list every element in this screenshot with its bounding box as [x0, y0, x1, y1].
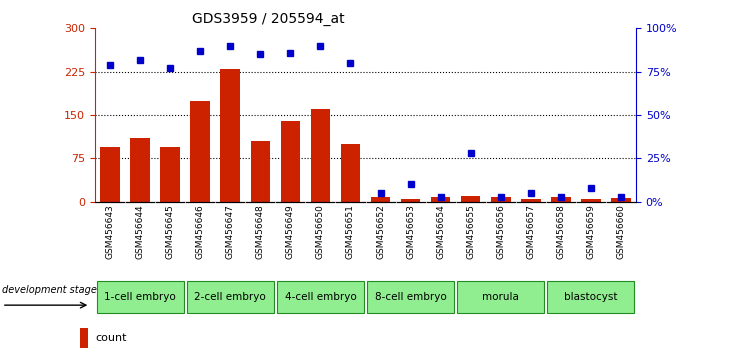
Text: GSM456648: GSM456648: [256, 204, 265, 259]
Text: development stage: development stage: [2, 285, 96, 295]
Text: GSM456659: GSM456659: [586, 204, 595, 259]
Bar: [611, 198, 631, 202]
Text: GSM456656: GSM456656: [496, 204, 505, 259]
Bar: [160, 147, 180, 202]
Text: 1-cell embryo: 1-cell embryo: [105, 292, 176, 302]
Text: GSM456643: GSM456643: [105, 204, 115, 259]
Text: GSM456650: GSM456650: [316, 204, 325, 259]
Bar: [551, 197, 571, 202]
Bar: [130, 138, 150, 202]
Text: GSM456653: GSM456653: [406, 204, 415, 259]
Text: GDS3959 / 205594_at: GDS3959 / 205594_at: [192, 12, 345, 26]
Bar: [371, 197, 390, 202]
Text: GSM456644: GSM456644: [136, 204, 145, 259]
Bar: [521, 199, 540, 202]
Bar: [431, 197, 450, 202]
Bar: [491, 197, 510, 202]
Text: GSM456657: GSM456657: [526, 204, 535, 259]
Text: GSM456651: GSM456651: [346, 204, 355, 259]
Bar: [191, 101, 210, 202]
Text: GSM456652: GSM456652: [376, 204, 385, 259]
Bar: [221, 69, 240, 202]
FancyBboxPatch shape: [367, 281, 454, 313]
FancyBboxPatch shape: [548, 281, 635, 313]
Text: GSM456647: GSM456647: [226, 204, 235, 259]
Text: GSM456660: GSM456660: [616, 204, 626, 259]
Bar: [341, 144, 360, 202]
Text: 4-cell embryo: 4-cell embryo: [284, 292, 356, 302]
Bar: [401, 199, 420, 202]
Bar: [311, 109, 330, 202]
FancyBboxPatch shape: [457, 281, 545, 313]
Text: GSM456646: GSM456646: [196, 204, 205, 259]
FancyBboxPatch shape: [277, 281, 364, 313]
Text: GSM456655: GSM456655: [466, 204, 475, 259]
Text: 8-cell embryo: 8-cell embryo: [375, 292, 447, 302]
Bar: [581, 199, 601, 202]
FancyBboxPatch shape: [96, 281, 183, 313]
Text: GSM456654: GSM456654: [436, 204, 445, 259]
Bar: [281, 121, 300, 202]
Text: count: count: [95, 333, 126, 343]
Text: morula: morula: [482, 292, 519, 302]
Bar: [461, 196, 480, 202]
Text: GSM456649: GSM456649: [286, 204, 295, 259]
FancyBboxPatch shape: [186, 281, 274, 313]
Bar: [251, 141, 270, 202]
Text: GSM456645: GSM456645: [166, 204, 175, 259]
Bar: [80, 328, 88, 348]
Text: GSM456658: GSM456658: [556, 204, 565, 259]
Text: 2-cell embryo: 2-cell embryo: [194, 292, 266, 302]
Bar: [100, 147, 120, 202]
Text: blastocyst: blastocyst: [564, 292, 618, 302]
